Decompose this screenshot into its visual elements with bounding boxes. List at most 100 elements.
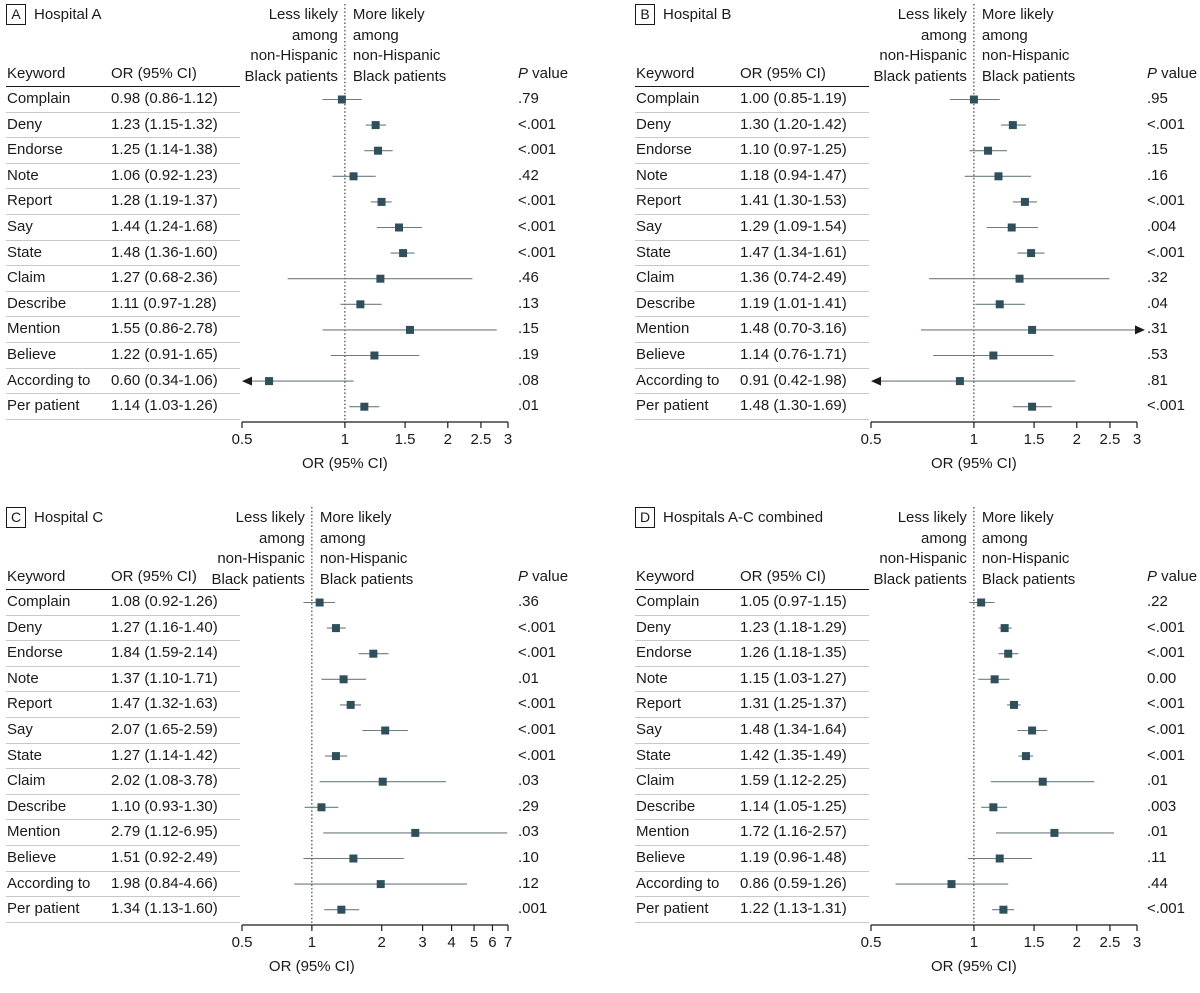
p-value-cell: .79 [518,90,539,107]
table-row: Describe 1.14 (1.05-1.25) .003 [629,795,1200,821]
or-ci-cell: 1.55 (0.86-2.78) [111,320,218,338]
or-ci-cell: 1.84 (1.59-2.14) [111,644,218,662]
x-tick-label: 1 [341,431,349,448]
row-separator [6,691,240,693]
table-row: Believe 1.22 (0.91-1.65) .19 [0,343,600,369]
p-value-cell: .001 [518,900,548,918]
p-value-cell: <.001 [1147,695,1185,713]
x-tick-label: 2 [378,934,386,951]
keyword-cell: Claim [636,772,675,790]
or-marker [1007,223,1016,232]
x-tick-label: 0.5 [232,431,253,448]
header-more-likely-line: More likely [319,509,392,526]
table-row: State 1.42 (1.35-1.49) <.001 [629,744,1200,770]
row-separator [635,367,869,369]
keyword-cell: According to [636,371,720,389]
header-less-likely-line: Black patients [873,570,967,588]
or-ci-cell: 2.02 (1.08-3.78) [111,772,218,790]
or-ci-cell: 1.44 (1.24-1.68) [111,218,218,235]
or-ci-cell: 1.31 (1.25-1.37) [740,695,847,713]
table-row: Endorse 1.25 (1.14-1.38) <.001 [0,138,600,164]
keyword-cell: Say [636,721,662,738]
table-row: Deny 1.30 (1.20-1.42) <.001 [629,113,1200,139]
or-marker [947,880,956,889]
or-ci-cell: 1.27 (1.16-1.40) [111,618,218,636]
or-marker [371,121,380,130]
or-ci-cell: 1.42 (1.35-1.49) [740,746,847,764]
or-ci-cell: 1.06 (0.92-1.23) [111,166,218,184]
p-value-cell: .01 [518,669,539,687]
header-more-likely: More likely among non-Hispanic Black patien… [320,508,470,590]
ci-arrow-right [1135,325,1145,335]
x-tick-label: 0.5 [861,431,882,448]
panel-letter: A [6,4,26,25]
row-separator [6,640,240,642]
or-marker [995,300,1004,309]
or-marker [399,249,408,258]
row-separator [635,640,869,642]
row-separator [635,921,869,923]
or-marker [331,624,340,633]
x-tick-label: 3 [504,431,512,448]
p-value-cell: .01 [518,397,539,415]
or-marker [374,146,383,155]
keyword-cell: State [7,746,43,764]
table-row: According to 0.60 (0.34-1.06) .08 [0,369,600,395]
or-marker [369,649,378,658]
header-less-likely: Less likely among non-Hispanic Black patien… [817,508,967,590]
p-value-cell: .16 [1147,166,1168,184]
or-marker [1008,121,1017,130]
header-more-likely-line: among [319,529,366,547]
table-row: Deny 1.27 (1.16-1.40) <.001 [0,616,600,642]
or-ci-cell: 1.47 (1.34-1.61) [740,243,847,261]
keyword-cell: State [7,243,43,261]
row-separator [635,265,869,267]
keyword-cell: State [636,746,672,764]
table-row: Describe 1.11 (0.97-1.28) .13 [0,292,600,318]
keyword-cell: Per patient [636,900,709,918]
or-marker [411,828,420,837]
ci-arrow-left [242,376,252,386]
row-separator [6,213,240,215]
table-row: Claim 2.02 (1.08-3.78) .03 [0,769,600,795]
header-rule [6,589,240,591]
header-less-likely-line: Less likely [235,509,305,526]
table-row: Note 1.18 (0.94-1.47) .16 [629,164,1200,190]
column-header-p-value: P value [518,64,568,84]
or-ci-cell: 1.22 (0.91-1.65) [111,346,218,363]
p-value-cell: .13 [518,294,539,312]
p-letter: P [518,568,529,585]
row-separator [635,188,869,190]
or-marker [984,146,993,155]
table-row: Complain 1.08 (0.92-1.26) .36 [0,590,600,616]
table-row: Per patient 1.48 (1.30-1.69) <.001 [629,394,1200,420]
column-header-or: OR (95% CI) [740,65,826,82]
or-ci-cell: 1.22 (1.13-1.31) [740,900,847,918]
or-marker [376,274,385,283]
table-row: State 1.48 (1.36-1.60) <.001 [0,241,600,267]
row-separator [635,393,869,395]
header-more-likely-line: Black patients [981,570,1076,588]
row-separator [635,290,869,292]
header-more-likely: More likely among non-Hispanic Black patien… [982,508,1132,590]
p-value-cell: .31 [1147,320,1168,338]
table-row: Mention 1.72 (1.16-2.57) .01 [629,820,1200,846]
or-marker [1000,624,1009,633]
p-value-cell: .44 [1147,874,1168,892]
row-separator [6,162,240,164]
keyword-cell: Per patient [7,397,80,415]
header-less-likely: Less likely among non-Hispanic Black patien… [817,5,967,87]
table-row: Mention 1.55 (0.86-2.78) .15 [0,317,600,343]
or-ci-cell: 1.23 (1.15-1.32) [111,115,218,133]
p-value-cell: .53 [1147,346,1168,363]
keyword-cell: Complain [7,593,71,610]
header-rule [635,589,869,591]
header-less-likely-line: non-Hispanic [217,550,305,567]
header-more-likely-line: More likely [981,6,1054,23]
p-value-cell: .03 [518,823,539,841]
keyword-cell: According to [636,874,720,892]
row-separator [6,393,240,395]
p-value-cell: .36 [518,593,539,610]
table-row: Claim 1.36 (0.74-2.49) .32 [629,266,1200,292]
panel-letter: D [635,507,655,528]
